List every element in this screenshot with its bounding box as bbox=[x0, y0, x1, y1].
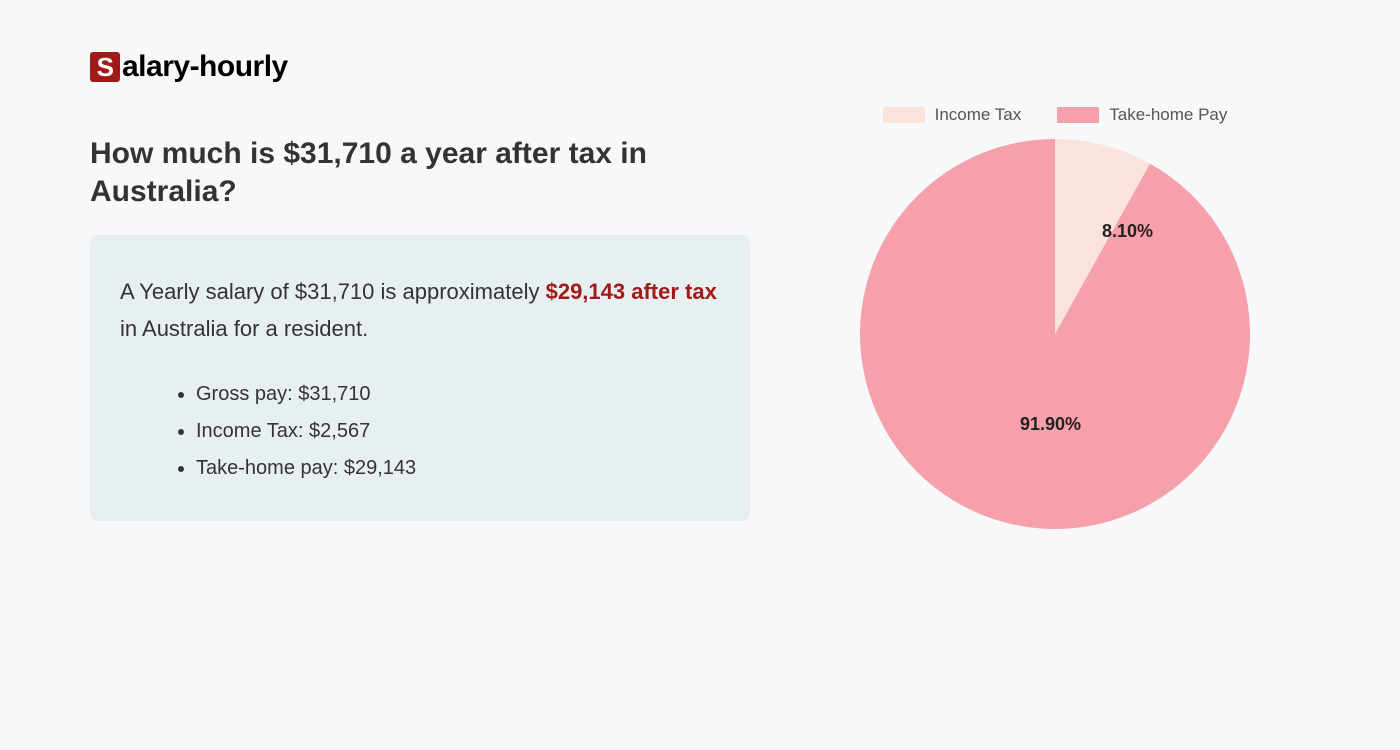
chart-legend: Income Tax Take-home Pay bbox=[840, 105, 1270, 125]
summary-text: A Yearly salary of $31,710 is approximat… bbox=[120, 273, 720, 348]
legend-swatch bbox=[883, 107, 925, 123]
pie-svg bbox=[860, 139, 1250, 529]
page-title: How much is $31,710 a year after tax in … bbox=[90, 135, 700, 210]
list-item: Income Tax: $2,567 bbox=[196, 413, 720, 450]
list-item: Gross pay: $31,710 bbox=[196, 376, 720, 413]
pie-chart-region: Income Tax Take-home Pay 8.10% 91.90% bbox=[840, 105, 1270, 529]
pie-slice-take_home bbox=[860, 139, 1250, 529]
site-logo: Salary-hourly bbox=[90, 50, 288, 84]
logo-text: alary-hourly bbox=[122, 50, 288, 84]
legend-swatch bbox=[1057, 107, 1099, 123]
summary-highlight: $29,143 after tax bbox=[546, 279, 717, 304]
legend-label: Take-home Pay bbox=[1109, 105, 1227, 125]
slice-label-take-home: 91.90% bbox=[1020, 414, 1081, 435]
summary-before: A Yearly salary of $31,710 is approximat… bbox=[120, 279, 546, 304]
legend-item-take-home: Take-home Pay bbox=[1057, 105, 1227, 125]
pie-chart: 8.10% 91.90% bbox=[860, 139, 1250, 529]
summary-card: A Yearly salary of $31,710 is approximat… bbox=[90, 235, 750, 521]
logo-initial: S bbox=[90, 52, 120, 82]
summary-after: in Australia for a resident. bbox=[120, 316, 368, 341]
legend-label: Income Tax bbox=[935, 105, 1022, 125]
slice-label-income-tax: 8.10% bbox=[1102, 221, 1153, 242]
breakdown-list: Gross pay: $31,710 Income Tax: $2,567 Ta… bbox=[120, 376, 720, 487]
legend-item-income-tax: Income Tax bbox=[883, 105, 1022, 125]
list-item: Take-home pay: $29,143 bbox=[196, 450, 720, 487]
